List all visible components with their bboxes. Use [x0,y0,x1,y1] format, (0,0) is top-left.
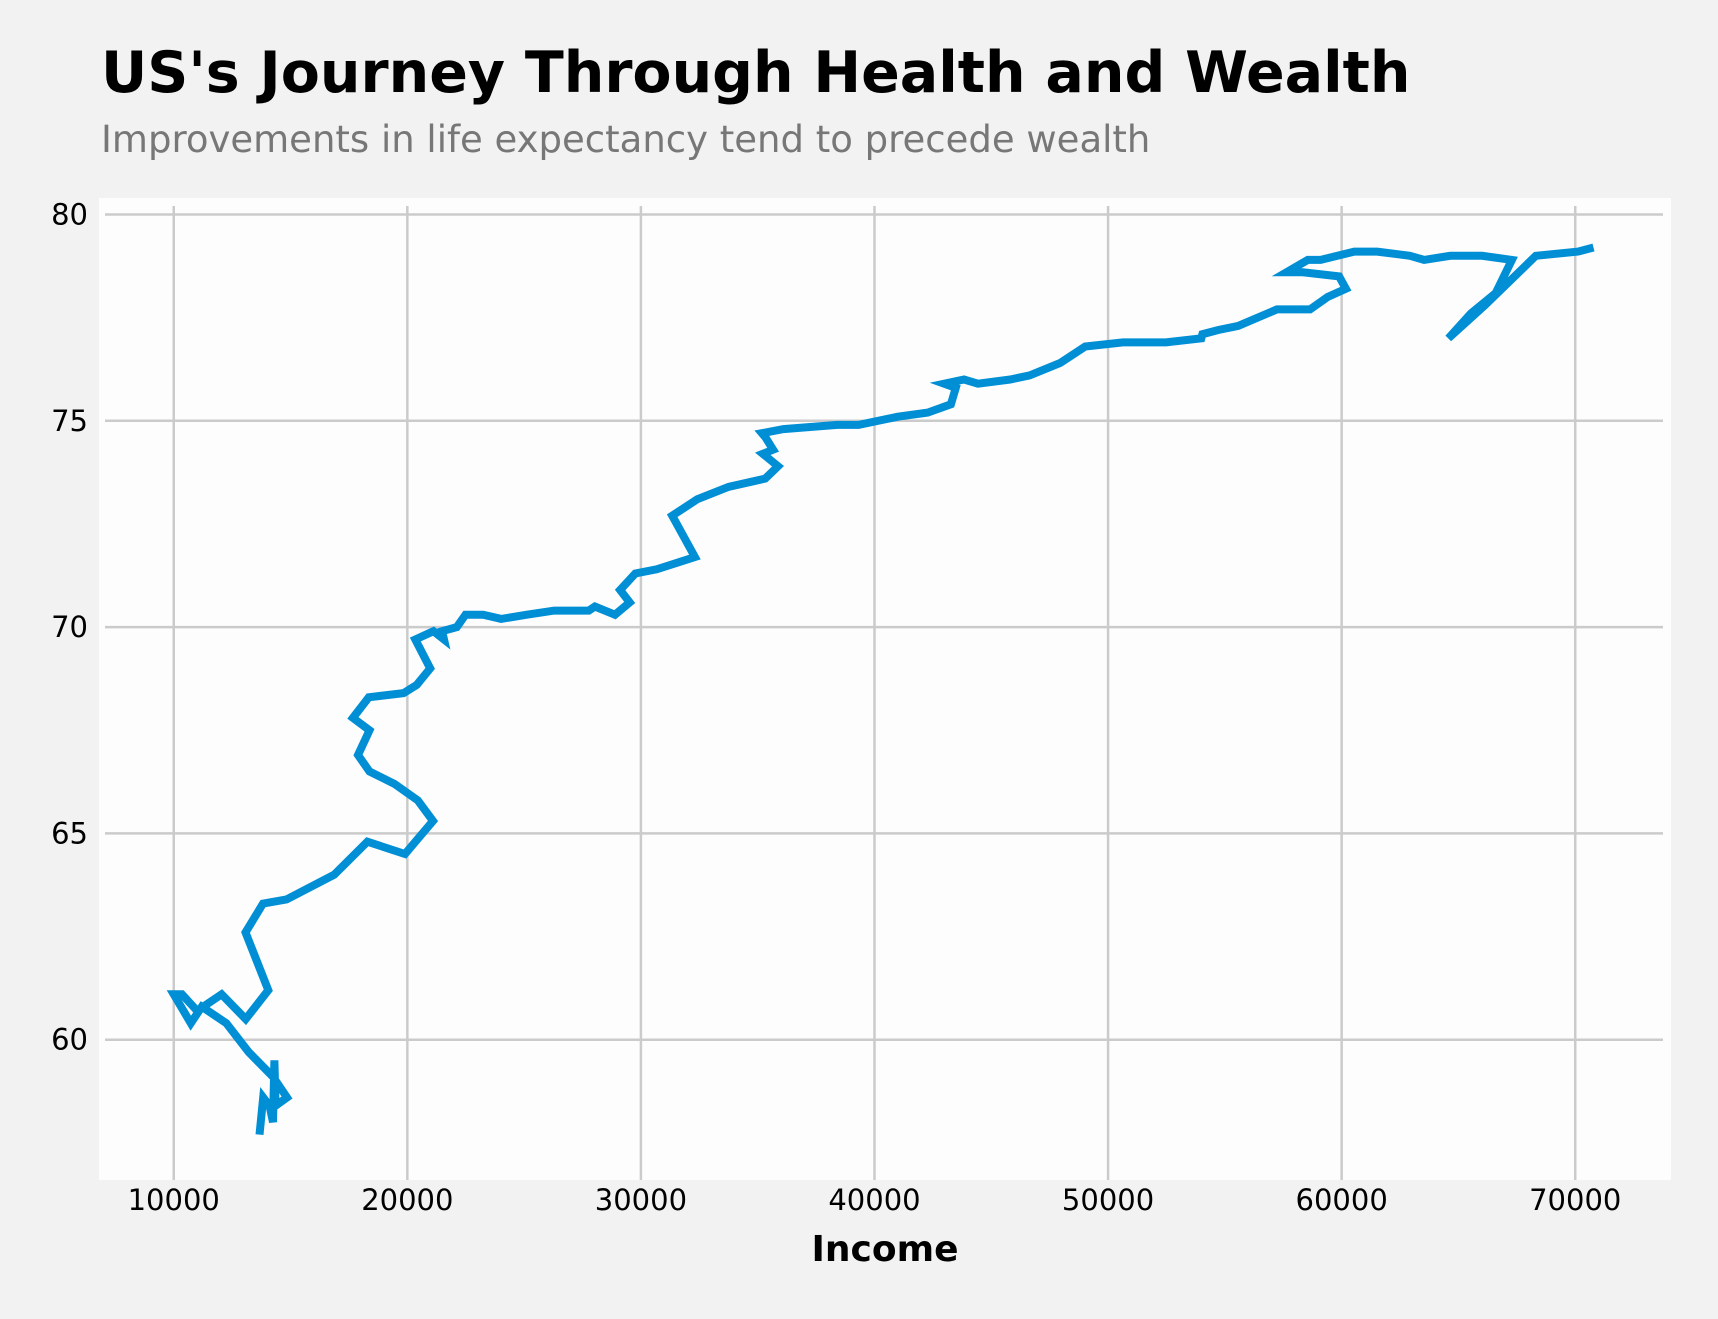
series-layer [166,243,1595,1135]
x-tick-label: 70000 [1529,1183,1621,1217]
grid-lines [105,206,1663,1180]
y-tick-label: 80 [51,198,88,232]
x-tick-label: 50000 [1062,1183,1154,1217]
x-axis-ticks: 10000 20000 30000 40000 50000 60000 70000 [128,1183,1622,1217]
x-tick-label: 20000 [361,1183,453,1217]
y-tick-label: 75 [51,404,88,438]
y-axis-ticks: 60 65 70 75 80 [51,198,88,1057]
x-axis-label: Income [811,1229,958,1270]
y-tick-label: 70 [51,610,88,644]
y-tick-label: 60 [51,1023,88,1057]
x-tick-label: 40000 [828,1183,920,1217]
y-tick-label: 65 [51,816,88,850]
chart-title: US's Journey Through Health and Wealth [101,40,1410,106]
x-tick-label: 10000 [128,1183,220,1217]
x-tick-label: 30000 [595,1183,687,1217]
x-tick-label: 60000 [1296,1183,1388,1217]
series-line [166,243,1595,1135]
chart-subtitle: Improvements in life expectancy tend to … [101,118,1150,161]
plot-area [99,198,1671,1180]
